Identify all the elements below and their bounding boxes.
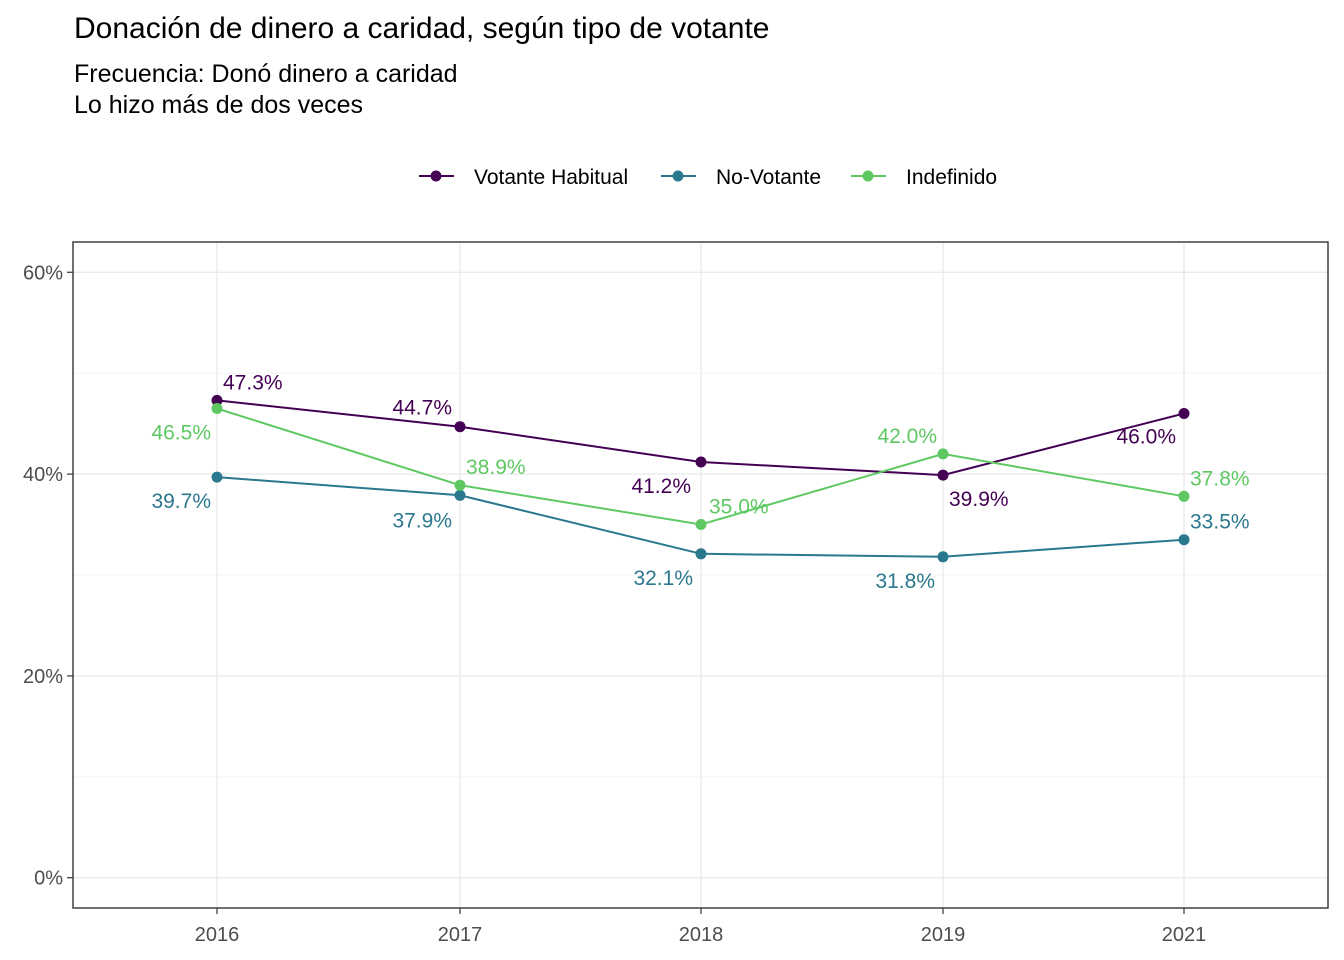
y-tick-label: 0% bbox=[34, 868, 63, 890]
data-point bbox=[1178, 490, 1190, 502]
data-label: 37.8% bbox=[1190, 467, 1250, 490]
legend-key-point bbox=[862, 170, 874, 182]
data-label: 35.0% bbox=[709, 496, 769, 519]
legend-label: Indefinido bbox=[906, 166, 997, 189]
x-tick-label: 2017 bbox=[438, 924, 483, 946]
data-label: 46.0% bbox=[1116, 426, 1176, 449]
axis-ticks: 0% 20% 40% 60% 2016 2017 2018 2019 2021 bbox=[23, 262, 1206, 946]
data-point bbox=[454, 421, 466, 433]
data-point bbox=[695, 548, 707, 560]
chart-subtitle-line-1: Frecuencia: Donó dinero a caridad bbox=[74, 60, 458, 88]
grid bbox=[73, 242, 1328, 908]
data-point bbox=[211, 403, 223, 414]
data-labels: 47.3% 44.7% 41.2% 39.9% 46.0% 39.7% 37.9% 32.1%… bbox=[151, 371, 1249, 592]
data-label: 31.8% bbox=[875, 570, 935, 593]
data-label: 47.3% bbox=[223, 371, 283, 394]
legend-key-point bbox=[672, 170, 684, 182]
data-label: 39.7% bbox=[151, 490, 211, 513]
data-label: 42.0% bbox=[877, 425, 937, 448]
legend-label: No-Votante bbox=[716, 166, 821, 189]
data-point bbox=[454, 489, 466, 501]
chart-title: Donación de dinero a caridad, según tipo… bbox=[74, 12, 770, 45]
x-tick-label: 2016 bbox=[195, 924, 240, 946]
x-tick-label: 2018 bbox=[679, 924, 724, 946]
legend-label: Votante Habitual bbox=[474, 166, 628, 189]
data-label: 33.5% bbox=[1190, 511, 1250, 534]
data-point bbox=[937, 448, 949, 460]
legend: Votante Habitual No-Votante Indefinido bbox=[419, 166, 997, 189]
data-point bbox=[937, 551, 949, 563]
x-tick-label: 2021 bbox=[1162, 924, 1207, 946]
legend-key-point bbox=[430, 170, 442, 182]
data-point bbox=[937, 469, 949, 481]
data-point bbox=[1178, 408, 1190, 419]
y-tick-label: 20% bbox=[23, 666, 63, 688]
data-point bbox=[695, 519, 707, 530]
data-label: 46.5% bbox=[151, 422, 211, 445]
data-point bbox=[1178, 534, 1190, 546]
data-label: 41.2% bbox=[631, 475, 691, 498]
y-tick-label: 40% bbox=[23, 464, 63, 486]
x-tick-label: 2019 bbox=[921, 924, 966, 946]
chart-subtitle-line-2: Lo hizo más de dos veces bbox=[74, 91, 364, 119]
data-point bbox=[695, 456, 707, 468]
data-label: 39.9% bbox=[949, 488, 1009, 511]
data-point bbox=[454, 479, 466, 491]
data-point bbox=[211, 394, 223, 406]
y-tick-label: 60% bbox=[23, 262, 63, 284]
series-points bbox=[211, 394, 1190, 563]
data-label: 44.7% bbox=[392, 397, 452, 420]
data-point bbox=[211, 471, 223, 483]
data-label: 32.1% bbox=[633, 567, 693, 590]
data-label: 37.9% bbox=[392, 509, 452, 532]
data-label: 38.9% bbox=[466, 456, 526, 479]
